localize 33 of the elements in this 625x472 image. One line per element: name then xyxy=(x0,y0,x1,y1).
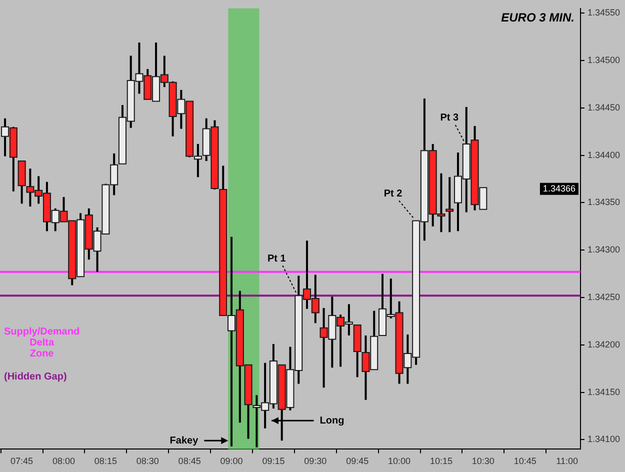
y-tick-label: 1.34350 xyxy=(587,197,620,208)
y-tick-label: 1.34300 xyxy=(587,244,620,255)
x-tick-label: 09:15 xyxy=(262,456,285,466)
x-tick-label: 08:15 xyxy=(94,456,117,466)
x-tick-label: 10:45 xyxy=(514,456,536,466)
x-tick-label: 08:00 xyxy=(52,456,76,466)
annotation: 1.34366 xyxy=(542,183,576,194)
x-tick-label: 08:30 xyxy=(136,456,159,466)
x-tick-label: 09:00 xyxy=(220,456,243,466)
x-tick-label: 08:45 xyxy=(178,456,201,466)
y-tick-label: 1.34250 xyxy=(587,292,620,302)
annotation: Pt 3 xyxy=(440,112,459,124)
chart-title: EURO 3 MIN. xyxy=(501,10,574,25)
x-tick-label: 07:45 xyxy=(10,456,34,466)
annotation: Pt 2 xyxy=(384,188,403,200)
y-tick-label: 1.34450 xyxy=(587,102,620,112)
x-tick-label: 09:30 xyxy=(304,456,327,466)
ref-line-label: (Hidden Gap) xyxy=(4,371,67,382)
y-tick-label: 1.34100 xyxy=(587,434,620,444)
y-tick-label: 1.34500 xyxy=(587,55,620,66)
ref-line-label: Supply/Demand Delta Zone xyxy=(4,326,80,360)
annotation: Long xyxy=(320,415,344,426)
y-tick-label: 1.34550 xyxy=(587,8,620,18)
y-tick-label: 1.34200 xyxy=(587,339,620,350)
y-tick-label: 1.34150 xyxy=(587,386,620,397)
annotation: Pt 1 xyxy=(267,253,286,264)
x-tick-label: 11:00 xyxy=(556,456,578,466)
x-tick-label: 10:00 xyxy=(388,456,411,466)
x-tick-label: 10:15 xyxy=(430,456,452,466)
x-tick-label: 10:30 xyxy=(472,456,494,466)
x-tick-label: 09:45 xyxy=(346,456,369,466)
annotation: Fakey xyxy=(170,435,199,446)
y-tick-label: 1.34400 xyxy=(587,150,620,160)
